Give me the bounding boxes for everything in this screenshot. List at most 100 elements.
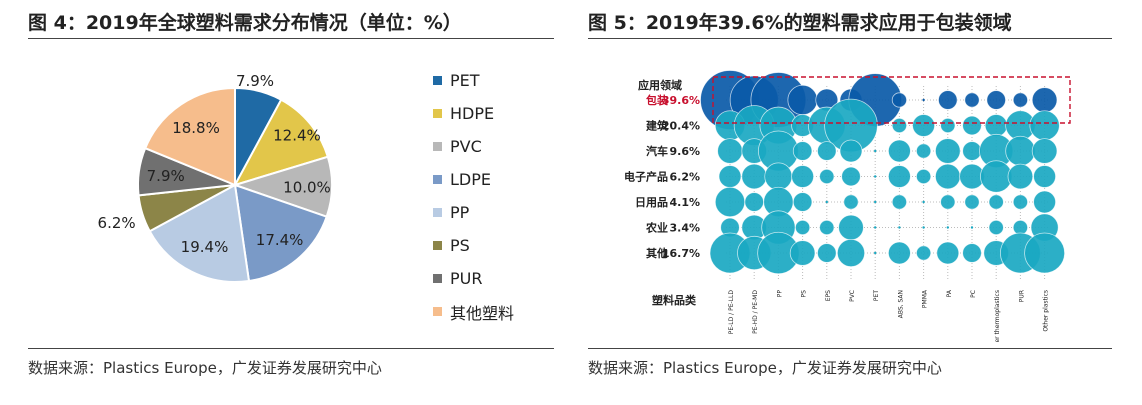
legend-label: 其他塑料 (450, 303, 515, 323)
column-label: PE-LD / PE-LLD (728, 290, 735, 335)
bubble (874, 149, 877, 153)
bubble (938, 90, 958, 110)
y-axis-header: 应用领域 (638, 78, 682, 92)
bubble (887, 241, 911, 265)
column-label: ABS, SAN (897, 290, 904, 318)
bubble (964, 194, 980, 210)
bubble (922, 98, 925, 102)
row-label: 日用品 (635, 196, 668, 209)
bubble (1029, 110, 1060, 141)
row-share: 9.6% (669, 145, 700, 158)
legend-label: LDPE (450, 170, 491, 189)
bubble (792, 192, 813, 212)
bubble (887, 165, 911, 188)
legend-item-其他塑料: 其他塑料 (433, 295, 514, 328)
bubble (915, 168, 932, 185)
column-label: Other plastics (1043, 290, 1050, 332)
bubble (1031, 138, 1058, 164)
bubble (843, 194, 859, 210)
bubble (1012, 92, 1028, 108)
column-label: PMMA (922, 289, 929, 308)
legend-swatch (433, 307, 442, 316)
legend-item-PVC: PVC (433, 130, 514, 163)
legend-item-PS: PS (433, 229, 514, 262)
bubble (970, 226, 974, 229)
x-axis-header: 塑料品类 (652, 293, 697, 307)
pie-label-HDPE: 12.4% (273, 126, 321, 144)
pie-label-PP: 19.4% (181, 238, 229, 256)
bubble (891, 117, 907, 134)
row-label: 农业 (645, 221, 668, 235)
column-label: PC (970, 290, 977, 298)
legend-swatch (433, 142, 442, 151)
figure-5-panel: 图 5：2019年39.6%的塑料需求应用于包装领域 应用领域 塑料品类 包装 39.… (580, 0, 1142, 405)
bubble (795, 219, 811, 236)
figure-4-panel: 图 4：2019年全球塑料需求分布情况（单位：%） 7.9% 12.4% 10.0%… (0, 0, 562, 405)
pie-slice-LDPE (233, 183, 328, 283)
legend-label: HDPE (450, 104, 495, 123)
bubble (1033, 190, 1057, 214)
figure-5-source: 数据来源：Plastics Europe，广发证券发展研究中心 (588, 359, 942, 377)
pie-label-PET: 7.9% (236, 72, 274, 90)
bubble (1007, 163, 1034, 190)
title-rule (588, 38, 1112, 39)
bubble (922, 226, 925, 229)
bubble (836, 238, 866, 268)
pie-slice-PP (148, 183, 251, 283)
bubble (874, 124, 877, 127)
column-label: PP (776, 290, 783, 298)
bubble (714, 186, 746, 218)
pie-label-PS: 6.2% (98, 214, 136, 232)
legend-item-PP: PP (433, 196, 514, 229)
bubble (891, 92, 907, 108)
row-share: 3.4% (669, 222, 700, 235)
bubble (898, 226, 901, 229)
row-label: 电子产品 (624, 170, 668, 184)
bubble (984, 114, 1008, 137)
pie-label-其他塑料: 18.8% (172, 119, 220, 137)
row-label: 包装 (645, 93, 668, 107)
column-label: PUR (1018, 290, 1025, 302)
column-label: PS (801, 290, 808, 298)
bubble (964, 92, 980, 108)
bubble (817, 141, 837, 161)
legend-item-HDPE: HDPE (433, 97, 514, 130)
bubble (839, 139, 863, 163)
row-share: 20.4% (662, 120, 700, 133)
bubble (980, 160, 1013, 193)
bubble (946, 226, 949, 229)
bubble (1031, 87, 1058, 113)
bubble (887, 139, 911, 163)
bubble (915, 245, 932, 261)
source-rule (588, 348, 1112, 349)
bubble (940, 194, 956, 210)
bubble (1024, 232, 1066, 274)
bubble (874, 251, 877, 255)
pie-label-PUR: 7.9% (147, 167, 185, 185)
legend-label: PP (450, 203, 470, 222)
column-label: PVC (849, 290, 856, 302)
legend-swatch (433, 274, 442, 283)
column-label: PE-HD / PE-MD (752, 290, 759, 334)
legend-label: PS (450, 236, 470, 255)
bubble (988, 194, 1004, 210)
column-label: EPS (825, 290, 832, 301)
legend-swatch (433, 109, 442, 118)
title-rule (28, 38, 554, 39)
bubble (741, 163, 768, 190)
pie-chart: 7.9% 12.4% 10.0% 17.4% 19.4% 6.2% 7.9% 18.8% (98, 72, 333, 283)
bubble (1005, 135, 1036, 167)
legend-item-LDPE: LDPE (433, 163, 514, 196)
bubble (1012, 219, 1028, 236)
row-label: 汽车 (646, 144, 668, 158)
bubble (986, 90, 1006, 110)
bubble (744, 192, 764, 212)
bubble (988, 219, 1004, 236)
row-label: 其他 (646, 246, 668, 260)
legend-item-PET: PET (433, 64, 514, 97)
pie-legend: PET HDPE PVC LDPE PP PS PUR 其他塑料 (433, 64, 514, 328)
bubble (838, 214, 864, 241)
legend-swatch (433, 241, 442, 250)
bubble (934, 163, 961, 190)
